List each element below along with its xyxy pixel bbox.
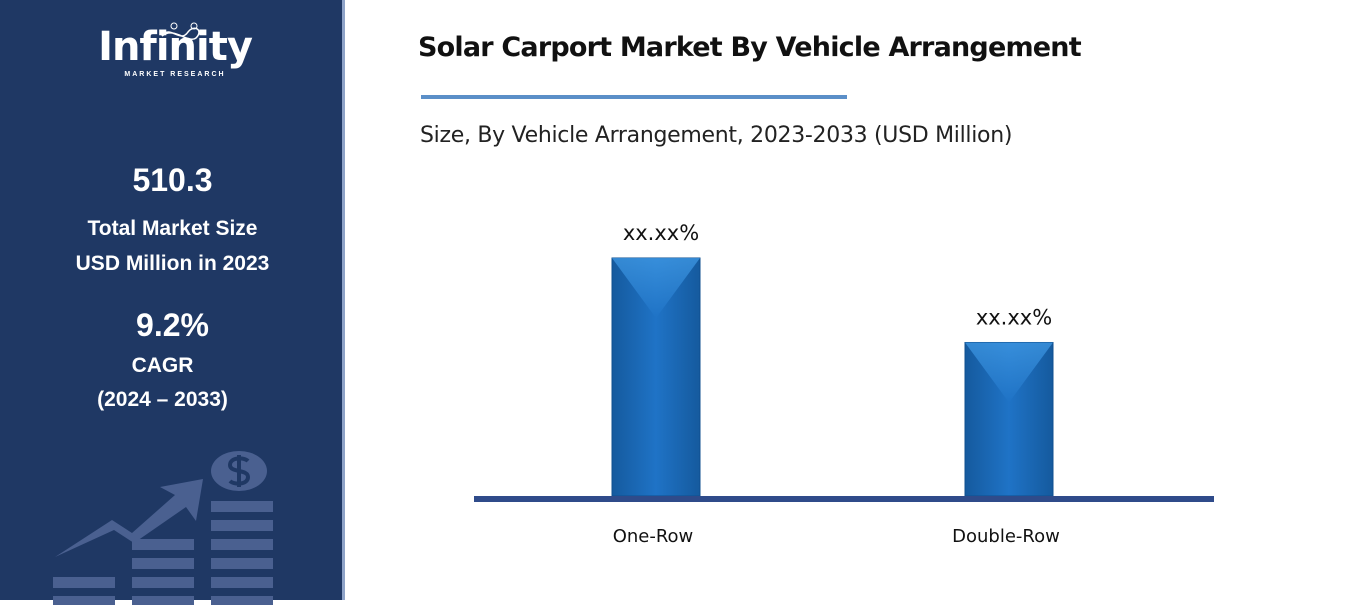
bar-bevel <box>612 258 700 318</box>
cagr-value: 9.2% <box>136 307 209 343</box>
bar-bevel <box>965 342 1053 403</box>
logo-subtext: MARKET RESEARCH <box>124 71 226 78</box>
data-label: xx.xx% <box>976 305 1052 329</box>
logo-infinity-icon <box>161 22 200 40</box>
market-size-unit: USD Million in 2023 <box>75 252 270 275</box>
sidebar: Infinity MARKET RESEARCH 510.3 Total Mar… <box>0 0 345 605</box>
x-tick-label: Double-Row <box>952 526 1060 547</box>
logo: Infinity MARKET RESEARCH <box>95 26 255 79</box>
data-label: xx.xx% <box>623 221 699 245</box>
chart-title: Solar Carport Market By Vehicle Arrangem… <box>418 32 1082 63</box>
market-size-label: Total Market Size <box>87 217 258 240</box>
title-divider <box>421 95 847 99</box>
chart-subtitle: Size, By Vehicle Arrangement, 2023-2033 … <box>420 123 1013 148</box>
logo-text: Infinity <box>98 24 253 70</box>
x-tick-label: One-Row <box>613 526 694 547</box>
cagr-period: (2024 – 2033) <box>97 388 228 411</box>
cagr-label: CAGR <box>131 354 194 377</box>
market-size-value: 510.3 <box>132 162 213 198</box>
